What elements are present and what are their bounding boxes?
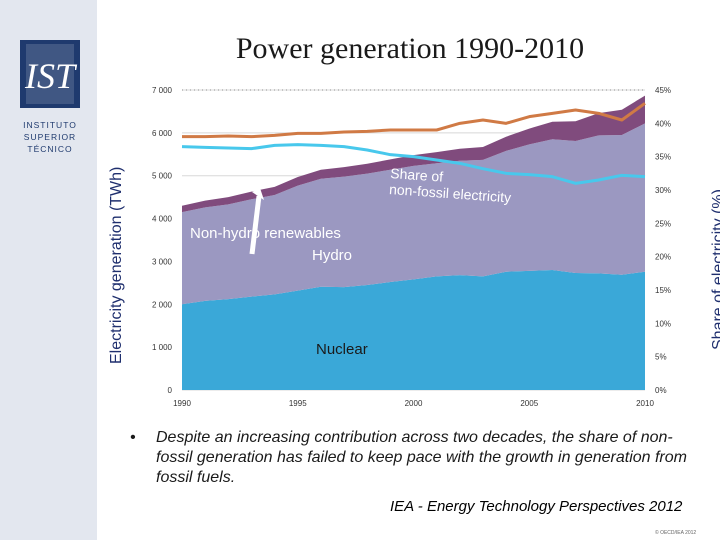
right-axis-label: Share of electricity (%) (710, 189, 720, 350)
left-tick-label: 6 000 (152, 129, 173, 138)
right-tick-label: 5% (655, 353, 667, 362)
line-nonfossil-share (181, 143, 646, 185)
area-nuclear (182, 270, 645, 390)
left-axis-ticks: 0 1 000 2 000 3 000 4 000 5 000 6 000 7 000 (152, 86, 173, 395)
bullet-text: Despite an increasing contribution acros… (156, 429, 687, 486)
power-generation-chart: 0 1 000 2 000 3 000 4 000 5 000 6 000 7 000 0% 5… (152, 86, 671, 408)
left-tick-label: 7 000 (152, 86, 173, 95)
x-axis-ticks: 1990 1995 2000 2005 2010 (173, 399, 654, 408)
logo-line-3: TÉCNICO (27, 144, 72, 154)
area-nonhydro-renewables (182, 95, 645, 213)
arrow-head (252, 188, 264, 200)
bullet-marker: • (130, 429, 136, 446)
logo-line-2: SUPERIOR (24, 132, 76, 142)
x-tick-label: 1995 (289, 399, 307, 408)
source-citation: IEA - Energy Technology Perspectives 201… (390, 498, 683, 515)
svg-text:IST: IST (24, 56, 78, 96)
right-tick-label: 15% (655, 286, 671, 295)
left-tick-label: 2 000 (152, 300, 173, 309)
right-tick-label: 35% (655, 153, 671, 162)
annotation-nuclear: Nuclear (316, 341, 368, 358)
stacked-areas (182, 95, 645, 390)
ist-logo: IST INSTITUTO SUPERIOR TÉCNICO (20, 40, 80, 154)
right-tick-label: 45% (655, 86, 671, 95)
left-tick-label: 1 000 (152, 343, 173, 352)
arrow-shaft (249, 195, 262, 255)
copyright-note: © OECD/IEA 2012 (655, 530, 697, 536)
left-tick-label: 0 (168, 386, 173, 395)
x-tick-label: 1990 (173, 399, 191, 408)
right-tick-label: 30% (655, 186, 671, 195)
annotation-nonhydro: Non-hydro renewables (190, 225, 341, 242)
right-tick-label: 0% (655, 386, 667, 395)
logo-line-1: INSTITUTO (23, 120, 77, 130)
right-tick-label: 20% (655, 253, 671, 262)
annotation-coal-share: Share of coal-based electricity (284, 91, 545, 135)
right-tick-label: 25% (655, 219, 671, 228)
x-tick-label: 2000 (405, 399, 423, 408)
left-axis-label: Electricity generation (TWh) (108, 166, 125, 364)
annotation-nonfossil-line-1: Share of (390, 165, 444, 185)
bullet-point: • Despite an increasing contribution acr… (130, 428, 690, 488)
annotation-hydro: Hydro (312, 247, 352, 264)
slide-title: Power generation 1990-2010 (235, 32, 585, 65)
area-hydro (182, 123, 645, 305)
right-tick-label: 10% (655, 319, 671, 328)
left-tick-label: 4 000 (152, 215, 173, 224)
right-axis-ticks: 0% 5% 10% 15% 20% 25% 30% 35% 40% 45% (655, 86, 671, 395)
share-lines (181, 102, 646, 185)
line-coal-share (182, 102, 646, 139)
x-tick-label: 2010 (636, 399, 654, 408)
sidebar: IST INSTITUTO SUPERIOR TÉCNICO (0, 0, 97, 540)
left-tick-label: 3 000 (152, 257, 173, 266)
x-tick-label: 2005 (520, 399, 538, 408)
right-tick-label: 40% (655, 119, 671, 128)
left-tick-label: 5 000 (152, 172, 173, 181)
